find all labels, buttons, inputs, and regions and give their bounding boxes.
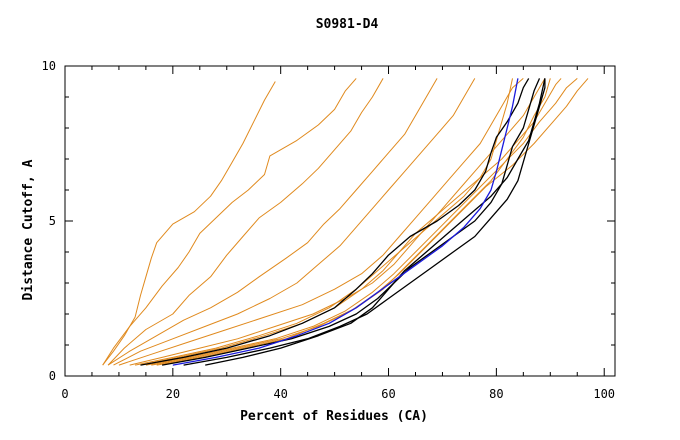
y-tick-label: 0 <box>49 369 56 383</box>
series-line-orange-12 <box>134 78 513 366</box>
series-line-orange-11 <box>156 78 551 366</box>
ticks-layer: 0 20 40 60 80 100 0 5 10 <box>42 59 616 401</box>
series-line-orange-3 <box>107 78 384 366</box>
x-tick-label: 80 <box>489 387 503 401</box>
series-line-orange-1 <box>102 81 276 366</box>
x-tick-label: 60 <box>381 387 395 401</box>
chart-title: S0981-D4 <box>316 17 379 32</box>
series-line-orange-6 <box>118 78 524 366</box>
x-tick-label: 0 <box>61 387 68 401</box>
series-line-orange-9 <box>145 78 578 366</box>
x-tick-label: 20 <box>166 387 180 401</box>
y-axis-label: Distance Cutoff, A <box>21 159 36 300</box>
x-tick-label: 100 <box>593 387 615 401</box>
series-line-black-14 <box>161 78 541 366</box>
series-line-black-15 <box>183 78 546 366</box>
x-axis-label: Percent of Residues (CA) <box>240 409 428 424</box>
series-line-orange-2 <box>102 78 357 366</box>
y-tick-label: 10 <box>42 59 56 73</box>
series-line-black-13 <box>140 78 530 366</box>
series-layer <box>102 78 589 366</box>
series-line-orange-4 <box>107 78 438 366</box>
y-tick-label: 5 <box>49 214 56 228</box>
x-tick-label: 40 <box>273 387 287 401</box>
series-line-black-16 <box>205 78 546 366</box>
series-line-orange-7 <box>129 78 546 366</box>
series-line-orange-10 <box>151 78 589 366</box>
series-line-orange-5 <box>113 78 476 366</box>
series-line-blue-17 <box>172 78 519 366</box>
